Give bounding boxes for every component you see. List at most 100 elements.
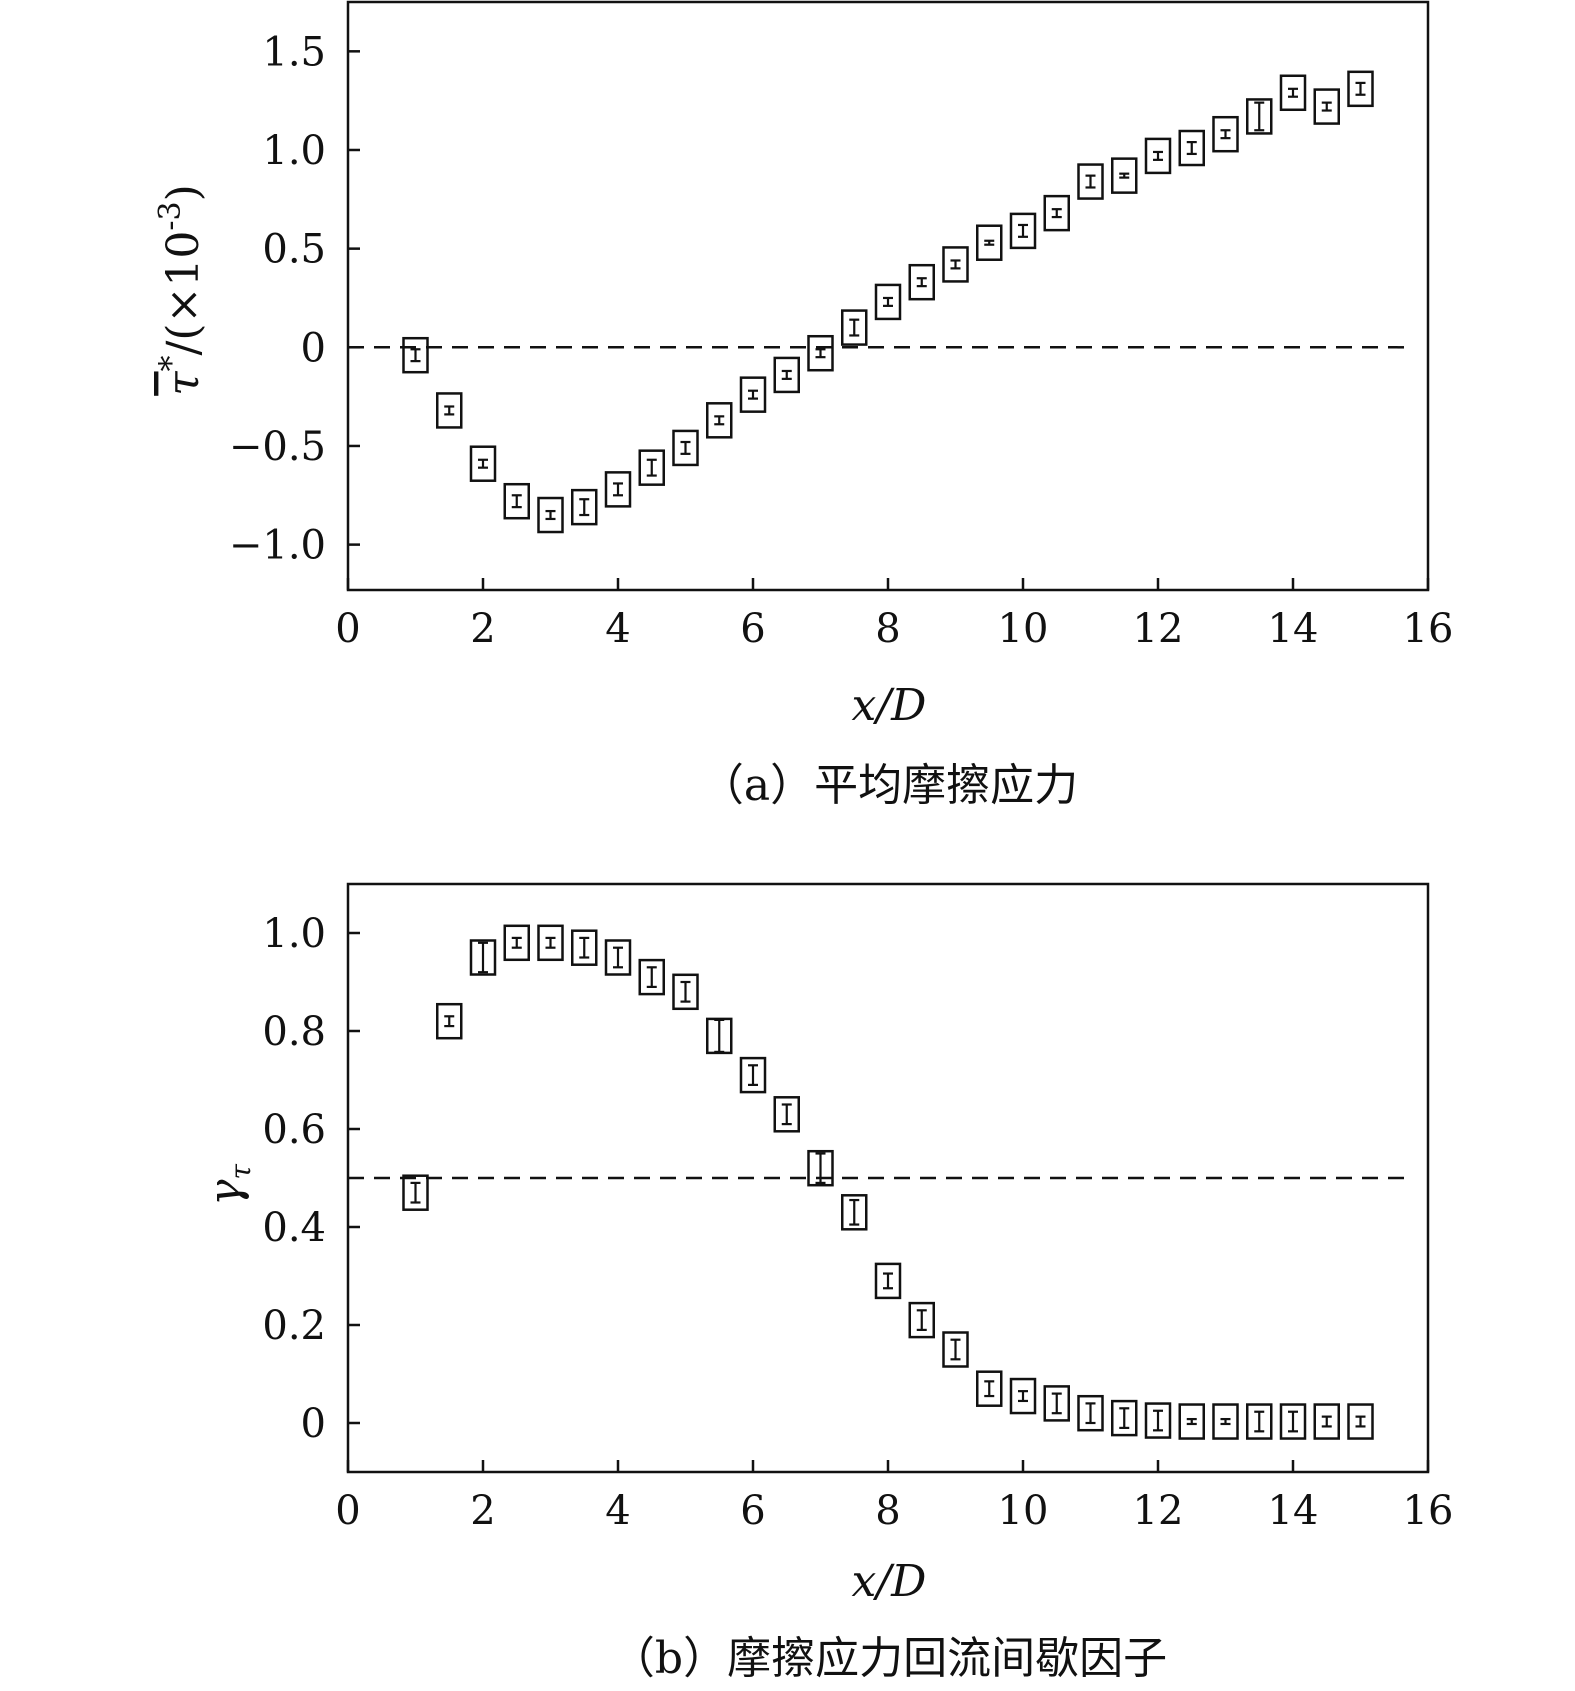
panel-b-square-marker — [604, 939, 632, 976]
panel-b-x-tick-label: 6 — [740, 1488, 765, 1534]
panel-b-data-point — [672, 973, 699, 1011]
panel-b-data-point — [1212, 1403, 1239, 1440]
panel-a-square-marker — [874, 283, 902, 321]
panel-b-data-point — [1347, 1403, 1374, 1440]
panel-b-square-marker — [807, 1149, 834, 1187]
panel-a-data-point — [1212, 115, 1239, 153]
panel-b-square-marker — [1246, 1403, 1273, 1440]
panel-a-x-tick-label: 4 — [605, 606, 630, 652]
panel-a-x-tick-label: 12 — [1133, 606, 1184, 652]
panel-b-square-marker — [503, 924, 530, 962]
panel-a-data-point — [1009, 212, 1037, 250]
panel-a-data-point — [1111, 157, 1138, 194]
panel-a-square-marker — [672, 429, 699, 467]
panel-a-square-marker — [1009, 212, 1037, 250]
panel-a-data-point — [1246, 98, 1273, 135]
panel-b-square-marker — [1347, 1403, 1374, 1440]
panel-b-data-point — [436, 1002, 463, 1040]
panel-b-x-tick-label: 4 — [605, 1488, 630, 1534]
panel-b-data-point — [706, 1017, 733, 1055]
panel-a-data-point — [1313, 88, 1340, 125]
panel-a-y-tick-label: 0.5 — [262, 227, 326, 273]
panel-b-x-tick-label: 2 — [470, 1488, 495, 1534]
panel-b-data-point — [638, 958, 665, 996]
panel-a-data-point — [1178, 129, 1205, 167]
panel-a-square-marker — [503, 482, 530, 520]
panel-b-data-point — [1077, 1394, 1104, 1432]
panel-b-square-marker — [874, 1262, 902, 1300]
panel-a-square-marker — [1043, 194, 1070, 232]
panel-b-y-label-subscript: τ — [224, 1164, 257, 1180]
panel-a-data-point — [1144, 137, 1172, 175]
panel-b-square-marker — [571, 929, 598, 966]
panel-b-x-tick-label: 10 — [998, 1488, 1049, 1534]
panel-b-intermittency-factor: x/D （b）摩擦应力回流间歇因子 γτ 0 2 4 6 8 10 12 14 16 0 0.2 0.… — [200, 882, 1454, 1684]
panel-a-square-marker — [1246, 98, 1273, 135]
panel-b-square-marker — [436, 1002, 463, 1040]
panel-b-y-label-gamma: γ — [200, 1179, 251, 1206]
panel-a-data-point — [402, 336, 429, 374]
panel-b-data-point — [1246, 1403, 1273, 1440]
panel-a-x-tick-label: 10 — [998, 606, 1049, 652]
panel-b-square-marker — [908, 1301, 935, 1339]
panel-a-data-point — [672, 429, 699, 467]
panel-a-data-point — [841, 309, 868, 346]
panel-a-y-label-unit: /(×10 — [158, 231, 209, 356]
panel-b-x-tick-label: 14 — [1268, 1488, 1319, 1534]
panel-b-data-point — [1313, 1403, 1340, 1440]
panel-b-data-point — [402, 1174, 429, 1211]
panel-b-y-tick-label: 0 — [301, 1401, 326, 1447]
panel-a-square-marker — [1077, 163, 1104, 200]
panel-a-square-marker — [706, 402, 733, 439]
panel-a-x-tick-label: 0 — [335, 606, 360, 652]
panel-b-square-marker — [1178, 1403, 1205, 1440]
panel-b-y-tick-label: 0.8 — [262, 1009, 326, 1055]
panel-a-data-point — [1043, 194, 1070, 232]
panel-a-x-tick-label: 14 — [1268, 606, 1319, 652]
panel-b-square-marker — [841, 1194, 868, 1231]
panel-a-data-point — [436, 392, 463, 429]
panel-b-data-point — [1043, 1385, 1070, 1422]
panel-b-x-tick-label: 16 — [1403, 1488, 1454, 1534]
panel-b-data-point — [604, 939, 632, 976]
panel-b-data-point — [841, 1194, 868, 1231]
panel-a-square-marker — [1178, 129, 1205, 167]
panel-b-data-point — [571, 929, 598, 966]
panel-a-y-label-exponent: -3 — [153, 201, 188, 230]
panel-b-x-axis-label: x/D — [852, 1556, 927, 1607]
panel-b-data-point — [1111, 1399, 1138, 1437]
panel-a-data-point — [503, 482, 530, 520]
panel-a-x-tick-label: 2 — [470, 606, 495, 652]
panel-b-data-point — [807, 1149, 834, 1187]
panel-a-square-marker — [436, 392, 463, 429]
panel-a-y-axis-label: τ*/(×10-3) — [152, 184, 209, 396]
panel-a-data-point — [604, 471, 632, 508]
panel-b-square-marker — [1279, 1403, 1307, 1440]
panel-a-square-marker — [571, 488, 598, 526]
panel-a-mean-friction-stress: x/D （a）平均摩擦应力 τ*/(×10-3) 0 2 4 6 8 10 12 14 16 −1… — [152, 0, 1453, 811]
panel-a-y-tick-label: −1.0 — [229, 523, 326, 569]
panel-b-data-point — [537, 924, 564, 962]
panel-a-square-marker — [638, 449, 665, 486]
panel-b-y-tick-label: 0.6 — [262, 1107, 326, 1153]
panel-a-square-marker — [1111, 157, 1138, 194]
panel-a-square-marker — [773, 356, 800, 394]
panel-a-square-marker — [976, 224, 1003, 261]
panel-a-square-marker — [469, 445, 497, 482]
panel-b-y-axis-label: γτ — [200, 1164, 257, 1206]
panel-b-data-point — [976, 1370, 1003, 1407]
panel-a-y-tick-label: 1.0 — [262, 128, 326, 174]
panel-a-data-point — [537, 496, 564, 534]
panel-a-data-point — [571, 488, 598, 526]
panel-b-data-point — [1009, 1377, 1037, 1415]
panel-a-square-marker — [739, 376, 767, 413]
panel-a-data-point — [638, 449, 665, 486]
panel-a-y-tick-label: −0.5 — [229, 424, 326, 470]
panel-b-data-point — [1144, 1402, 1172, 1439]
panel-b-y-tick-label: 0.2 — [262, 1303, 326, 1349]
panel-a-plot-frame — [346, 0, 1430, 592]
panel-a-y-label-tau: τ — [158, 371, 209, 396]
panel-a-data-point — [874, 283, 902, 321]
panel-a-square-marker — [908, 263, 935, 301]
